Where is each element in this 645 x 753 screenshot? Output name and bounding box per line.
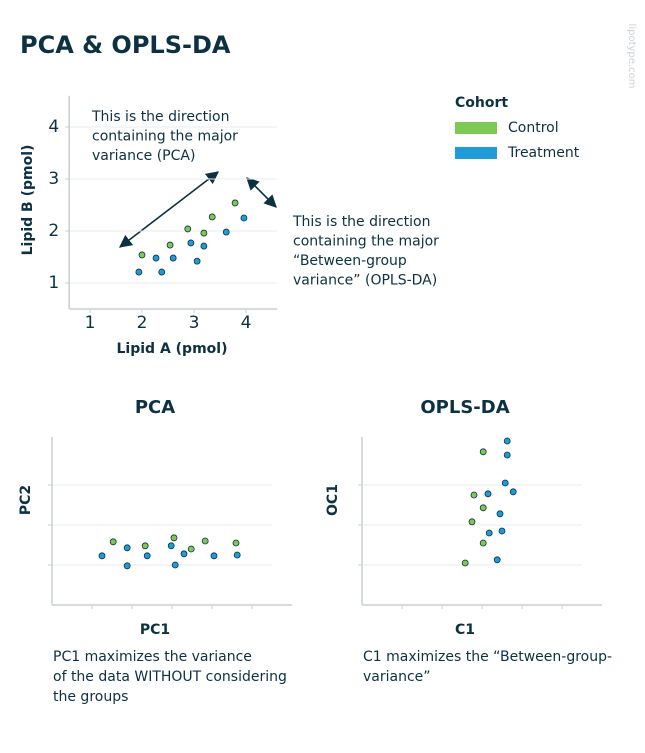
point: [501, 479, 509, 487]
point: [232, 539, 240, 547]
point: [233, 551, 241, 559]
legend-title: Cohort: [455, 95, 508, 111]
point: [509, 488, 517, 496]
x-tick-label: 4: [241, 313, 252, 333]
y-axis-label: Lipid B (pmol): [20, 145, 36, 256]
annotation: This is the direction: [91, 109, 229, 125]
point: [98, 552, 106, 560]
chart-title: PCA: [135, 397, 175, 418]
annotation: This is the direction: [292, 214, 430, 230]
x-tick-label: 1: [85, 313, 96, 333]
point: [208, 213, 216, 221]
point: [123, 544, 131, 552]
point: [498, 527, 506, 535]
point: [240, 214, 248, 222]
point: [470, 491, 478, 499]
y-tick-label: 4: [48, 117, 59, 137]
point: [200, 242, 208, 250]
point: [187, 239, 195, 247]
point: [138, 251, 146, 259]
point: [484, 490, 492, 498]
point: [231, 199, 239, 207]
y-tick-label: 1: [48, 273, 59, 293]
point: [171, 561, 179, 569]
annotation: variance (PCA): [92, 148, 195, 164]
point: [123, 562, 131, 570]
point: [479, 539, 487, 547]
point: [503, 451, 511, 459]
annotation: containing the major: [92, 129, 238, 145]
chart-title: OPLS-DA: [420, 397, 509, 418]
point: [201, 537, 209, 545]
point: [169, 254, 177, 262]
y-tick-label: 2: [48, 221, 59, 241]
page-title: PCA & OPLS-DA: [20, 31, 231, 59]
caption: the groups: [53, 689, 128, 705]
point: [184, 225, 192, 233]
y-axis-label: PC2: [18, 485, 34, 515]
point: [167, 542, 175, 550]
point: [222, 228, 230, 236]
point: [193, 257, 201, 265]
caption: of the data WITHOUT considering: [53, 669, 287, 685]
x-axis-label: C1: [455, 622, 475, 638]
pca-arrow: [118, 171, 220, 248]
annotation: containing the major: [293, 234, 439, 250]
annotation: variance” (OPLS-DA): [293, 273, 437, 289]
point: [496, 510, 504, 518]
point: [166, 241, 174, 249]
caption: PC1 maximizes the variance: [53, 649, 252, 665]
y-axis-label: OC1: [325, 484, 341, 516]
point: [493, 556, 501, 564]
point: [109, 538, 117, 546]
watermark: lipotype.com: [626, 24, 637, 89]
x-tick-label: 2: [137, 313, 148, 333]
point: [479, 448, 487, 456]
point: [479, 504, 487, 512]
point: [468, 518, 476, 526]
x-axis-label: Lipid A (pmol): [117, 341, 228, 357]
point: [187, 545, 195, 553]
legend-label: Treatment: [507, 145, 580, 161]
legend-swatch: [455, 147, 497, 159]
legend-label: Control: [508, 120, 559, 136]
caption: C1 maximizes the “Between-group-: [363, 649, 612, 665]
point: [180, 550, 188, 558]
point: [158, 268, 166, 276]
legend-swatch: [455, 122, 497, 134]
y-tick-label: 3: [48, 169, 59, 189]
caption: variance”: [363, 669, 431, 685]
point: [170, 534, 178, 542]
point: [152, 254, 160, 262]
oplsda-arrow: [246, 177, 277, 208]
point: [461, 559, 469, 567]
point: [200, 229, 208, 237]
x-tick-label: 3: [189, 313, 200, 333]
point: [143, 552, 151, 560]
point: [503, 437, 511, 445]
annotation: “Between-group: [293, 253, 407, 269]
point: [135, 268, 143, 276]
x-axis-label: PC1: [140, 622, 170, 638]
point: [141, 542, 149, 550]
point: [210, 552, 218, 560]
point: [485, 529, 493, 537]
